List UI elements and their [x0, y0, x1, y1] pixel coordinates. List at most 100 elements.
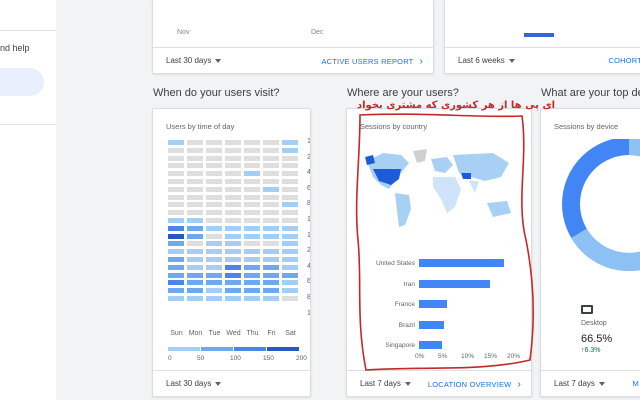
heatmap-cell: [206, 194, 222, 200]
heatmap-cell: [282, 155, 298, 161]
legend-swatch: [201, 347, 233, 351]
heatmap-cell: [244, 288, 260, 294]
nav-active-item[interactable]: [0, 68, 44, 96]
hour-label: 6am: [307, 184, 311, 192]
device-report-link[interactable]: M: [632, 379, 639, 388]
hour-label: 8pm: [307, 294, 311, 301]
heatmap-cell: [282, 280, 298, 286]
heatmap-cell: [263, 179, 279, 184]
country-bar[interactable]: [419, 341, 442, 349]
active-users-report-link[interactable]: ACTIVE USERS REPORT ›: [321, 56, 423, 67]
heatmap-cell: [244, 163, 260, 169]
heatmap-cell: [282, 264, 298, 270]
card-footer: Last 6 weeks COHORT A: [445, 47, 640, 73]
map-africa: [433, 177, 461, 213]
heatmap-cell: [225, 280, 241, 286]
heatmap-cell: [168, 155, 184, 161]
card-subtitle: Sessions by country: [360, 122, 428, 131]
heatmap-cell: [263, 280, 279, 286]
heatmap-cell: [244, 210, 260, 216]
heatmap-cell: [225, 233, 241, 239]
heatmap-cell: [282, 218, 298, 223]
x-tick-label: 0%: [415, 353, 425, 360]
heatmap-cell: [206, 186, 222, 192]
hour-label: 6pm: [307, 278, 311, 286]
heatmap-cell: [187, 257, 203, 262]
heatmap-cell: [263, 218, 279, 223]
date-range-dropdown[interactable]: Last 7 days: [360, 379, 411, 388]
day-label: Mon: [188, 330, 203, 337]
heatmap-cell: [168, 163, 184, 169]
heatmap-cell: [187, 155, 203, 161]
heatmap-cell: [244, 257, 260, 262]
heatmap-cell: [206, 171, 222, 177]
time-of-day-card: Users by time of day 12am 2am 4am 6am 8am 10a…: [152, 108, 311, 397]
world-map: [365, 149, 511, 227]
device-label: Desktop: [581, 320, 607, 327]
heatmap-cell: [168, 249, 184, 255]
heatmap-cell: [206, 280, 222, 286]
heatmap-cell: [225, 288, 241, 294]
country-bar[interactable]: [419, 300, 447, 308]
legend-swatch: [168, 347, 200, 351]
heatmap-cell: [168, 140, 184, 145]
chevron-right-icon: ›: [419, 56, 423, 67]
heatmap-cell: [206, 257, 222, 262]
heatmap-cell: [187, 296, 203, 301]
date-range-dropdown[interactable]: Last 30 days: [166, 379, 222, 388]
hour-label: 4pm: [307, 262, 311, 270]
date-range-dropdown[interactable]: Last 6 weeks: [458, 56, 515, 65]
heatmap-cell: [187, 147, 203, 153]
date-range-dropdown[interactable]: Last 7 days: [554, 379, 605, 388]
day-label: Wed: [226, 330, 241, 337]
heatmap-cell: [244, 280, 260, 286]
caret-down-icon: [508, 58, 515, 63]
hour-label: 12am: [307, 138, 311, 145]
heatmap-cell: [244, 225, 260, 231]
country-bar[interactable]: [419, 259, 505, 267]
nav-help-item[interactable]: nd help: [0, 43, 30, 53]
heatmap-cell: [206, 147, 222, 153]
x-tick-label: 10%: [461, 353, 475, 360]
heatmap-cell: [187, 186, 203, 192]
heatmap-cell: [244, 233, 260, 239]
cohort-card: Last 6 weeks COHORT A: [444, 0, 640, 74]
date-range-dropdown[interactable]: Last 30 days: [166, 56, 222, 65]
card-footer: Last 30 days: [153, 370, 310, 396]
heatmap-cell: [225, 241, 241, 247]
card-footer: Last 7 days LOCATION OVERVIEW ›: [347, 370, 531, 396]
axis-label-nov: Nov: [177, 29, 190, 36]
location-overview-link[interactable]: LOCATION OVERVIEW ›: [427, 379, 521, 390]
country-bar[interactable]: [419, 320, 445, 329]
legend-label: 200: [296, 355, 307, 362]
heatmap-cell: [168, 171, 184, 177]
heatmap-cell: [168, 280, 184, 286]
hour-label: 4am: [307, 169, 311, 177]
heatmap-cell: [187, 249, 203, 255]
section-title-where: Where are your users?: [347, 87, 459, 99]
heatmap-cell: [187, 233, 203, 239]
cohort-report-link[interactable]: COHORT A: [608, 56, 640, 65]
heatmap-cell: [206, 155, 222, 161]
heatmap-cell: [206, 163, 222, 169]
map-australia: [487, 201, 511, 217]
heatmap-cell: [225, 249, 241, 255]
heatmap-cell: [225, 186, 241, 192]
country-bar[interactable]: [419, 279, 491, 288]
heatmap-cell: [282, 210, 298, 216]
bar-label: Singapore: [385, 342, 415, 349]
caret-down-icon: [404, 381, 411, 386]
heatmap-cell: [206, 288, 222, 294]
heatmap-cell: [244, 218, 260, 223]
heatmap-cell: [187, 241, 203, 247]
heatmap-cell: [244, 296, 260, 301]
heatmap-cell: [225, 218, 241, 223]
heatmap-cell: [206, 272, 222, 278]
heatmap-cell: [263, 288, 279, 294]
heatmap-cell: [282, 194, 298, 200]
legend-label: 50: [197, 355, 205, 362]
map-south-america: [395, 193, 411, 227]
heatmap-cell: [225, 272, 241, 278]
heatmap-cell: [282, 140, 298, 145]
heatmap-cell: [282, 171, 298, 177]
